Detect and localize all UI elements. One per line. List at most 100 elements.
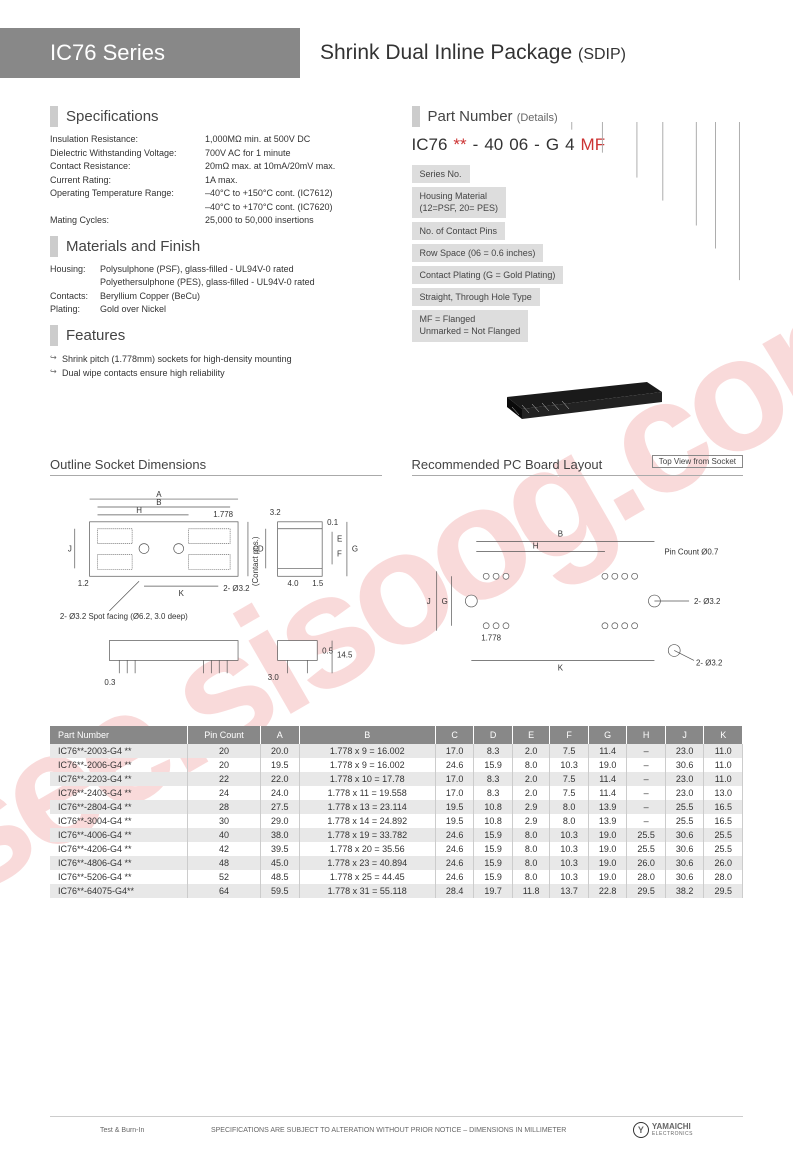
material-value: Polyethersulphone (PES), glass-filled - … [100, 276, 382, 290]
svg-text:G: G [352, 544, 358, 553]
table-cell: 11.4 [588, 772, 627, 786]
features-list: Shrink pitch (1.778mm) sockets for high-… [50, 352, 382, 381]
table-header: A [261, 726, 300, 744]
table-cell: 26.0 [704, 856, 743, 870]
pn-label-box: Straight, Through Hole Type [412, 288, 540, 306]
table-cell: 1.778 x 9 = 16.002 [299, 744, 435, 758]
table-cell: 11.8 [512, 884, 549, 898]
footer-center: SPECIFICATIONS ARE SUBJECT TO ALTERATION… [211, 1127, 566, 1134]
pn-segment: 4 [565, 135, 574, 155]
table-cell: 64 [187, 884, 260, 898]
svg-text:1.778: 1.778 [213, 510, 233, 519]
table-header: B [299, 726, 435, 744]
spec-row: –40°C to +170°C cont. (IC7620) [50, 201, 382, 215]
spec-row: Dielectric Withstanding Voltage:700V AC … [50, 147, 382, 161]
table-cell: 10.8 [474, 814, 513, 828]
table-cell: 11.0 [704, 744, 743, 758]
table-cell: – [627, 744, 666, 758]
table-cell: 22.8 [588, 884, 627, 898]
table-cell: 38.0 [261, 828, 300, 842]
table-cell: 8.0 [512, 758, 549, 772]
table-header: E [512, 726, 549, 744]
pn-segment: - [473, 135, 479, 155]
table-row: IC76**-2006-G4 **2019.51.778 x 9 = 16.00… [50, 758, 743, 772]
table-cell: 17.0 [435, 772, 474, 786]
table-cell: – [627, 786, 666, 800]
table-cell: 19.5 [435, 814, 474, 828]
table-cell: 52 [187, 870, 260, 884]
pcb-heading: Recommended PC Board Layout Top View fro… [412, 457, 744, 476]
svg-text:3.0: 3.0 [268, 673, 280, 682]
svg-text:2- Ø3.2 Spot facing (Ø6.2, 3.0: 2- Ø3.2 Spot facing (Ø6.2, 3.0 deep) [60, 612, 188, 621]
table-cell: 15.9 [474, 828, 513, 842]
materials-heading: Materials and Finish [50, 236, 382, 257]
table-cell: 24.0 [261, 786, 300, 800]
table-cell: 13.9 [588, 814, 627, 828]
logo-icon: Y [633, 1122, 649, 1138]
svg-text:F: F [337, 549, 342, 558]
table-cell: 1.778 x 13 = 23.114 [299, 800, 435, 814]
table-cell: IC76**-5206-G4 ** [50, 870, 187, 884]
feature-item: Dual wipe contacts ensure high reliabili… [50, 366, 382, 380]
material-label: Housing: [50, 263, 100, 277]
table-cell: 7.5 [550, 744, 589, 758]
svg-text:J: J [426, 597, 430, 606]
table-cell: 23.0 [665, 786, 704, 800]
spec-row: Mating Cycles:25,000 to 50,000 insertion… [50, 214, 382, 228]
table-cell: 1.778 x 14 = 24.892 [299, 814, 435, 828]
table-cell: 20 [187, 758, 260, 772]
table-cell: 8.0 [550, 814, 589, 828]
svg-text:B: B [557, 529, 562, 538]
pn-label-box: No. of Contact Pins [412, 222, 506, 240]
spec-row: Current Rating:1A max. [50, 174, 382, 188]
svg-text:3.2: 3.2 [270, 508, 281, 517]
svg-text:2- Ø3.2: 2- Ø3.2 [694, 597, 720, 606]
material-label: Contacts: [50, 290, 100, 304]
svg-text:K: K [179, 589, 185, 598]
table-cell: 8.0 [512, 856, 549, 870]
pn-display: IC76**-4006-G4MF [412, 135, 744, 155]
svg-text:H: H [136, 506, 142, 515]
table-cell: 1.778 x 10 = 17.78 [299, 772, 435, 786]
pcb-title-text: Recommended PC Board Layout [412, 457, 603, 472]
logo-sub: ELECTRONICS [652, 1131, 693, 1137]
table-cell: – [627, 814, 666, 828]
specs-heading: Specifications [50, 106, 382, 127]
table-cell: IC76**-4206-G4 ** [50, 842, 187, 856]
pn-label-box: Series No. [412, 165, 470, 183]
title-sub: (SDIP) [578, 46, 626, 63]
table-cell: 15.9 [474, 758, 513, 772]
spec-row: Contact Resistance:20mΩ max. at 10mA/20m… [50, 160, 382, 174]
pn-segment: IC76 [412, 135, 448, 155]
svg-text:1.778: 1.778 [481, 633, 501, 642]
material-row: Housing:Polysulphone (PSF), glass-filled… [50, 263, 382, 277]
series-badge: IC76 Series [0, 28, 300, 78]
svg-text:Pin Count Ø0.7: Pin Count Ø0.7 [664, 547, 718, 556]
table-cell: 10.8 [474, 800, 513, 814]
table-cell: 8.0 [512, 870, 549, 884]
table-cell: 15.9 [474, 870, 513, 884]
spec-label: Dielectric Withstanding Voltage: [50, 147, 205, 161]
table-cell: 11.4 [588, 744, 627, 758]
table-cell: 20 [187, 744, 260, 758]
table-header: J [665, 726, 704, 744]
table-cell: 19.5 [435, 800, 474, 814]
table-cell: 48 [187, 856, 260, 870]
table-cell: 24.6 [435, 828, 474, 842]
table-cell: 8.3 [474, 772, 513, 786]
table-row: IC76**-4006-G4 **4038.01.778 x 19 = 33.7… [50, 828, 743, 842]
logo-name: YAMAICHI [652, 1123, 693, 1131]
table-cell: 24.6 [435, 758, 474, 772]
pn-label-box: MF = FlangedUnmarked = Not Flanged [412, 310, 529, 341]
material-value: Gold over Nickel [100, 303, 382, 317]
table-cell: 15.9 [474, 856, 513, 870]
table-cell: 29.5 [704, 884, 743, 898]
table-cell: 1.778 x 20 = 35.56 [299, 842, 435, 856]
table-row: IC76**-3004-G4 **3029.01.778 x 14 = 24.8… [50, 814, 743, 828]
table-cell: 38.2 [665, 884, 704, 898]
spec-value: 1A max. [205, 174, 382, 188]
table-cell: 30 [187, 814, 260, 828]
table-cell: 10.3 [550, 842, 589, 856]
table-cell: 11.0 [704, 758, 743, 772]
table-cell: 24.6 [435, 842, 474, 856]
